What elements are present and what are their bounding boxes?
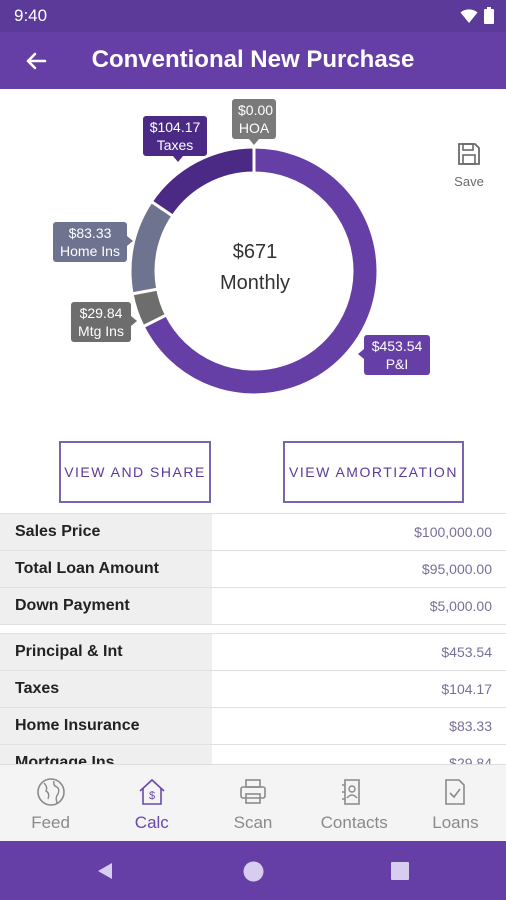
back-triangle-icon[interactable] — [96, 862, 114, 880]
printer-icon — [240, 779, 266, 804]
table-row: Total Loan Amount $95,000.00 — [0, 551, 506, 588]
callout-label: Taxes — [156, 137, 194, 153]
row-label: Down Payment — [0, 588, 212, 624]
app-bar: Conventional New Purchase — [0, 32, 506, 89]
globe-icon — [36, 778, 65, 806]
row-value: $83.33 — [449, 718, 492, 734]
row-value: $95,000.00 — [421, 561, 492, 577]
recents-square-icon[interactable] — [391, 862, 409, 880]
nav-item-calc[interactable]: $ Calc — [101, 765, 202, 841]
nav-item-scan[interactable]: Scan — [202, 765, 303, 841]
row-value: $5,000.00 — [429, 598, 492, 614]
svg-text:$: $ — [149, 790, 155, 802]
callout-pi: $453.54 P&I — [358, 335, 430, 375]
table-row: Taxes $104.17 — [0, 671, 506, 708]
row-label: Taxes — [0, 671, 212, 707]
nav-label: Contacts — [320, 813, 388, 832]
home-circle-icon[interactable] — [243, 861, 264, 882]
bottom-nav: Feed $ Calc Scan Contacts Loans — [0, 764, 506, 841]
action-buttons: VIEW AND SHARE VIEW AMORTIZATION — [0, 441, 506, 503]
save-button[interactable]: Save — [448, 141, 490, 189]
callout-amount: $83.33 — [68, 225, 112, 241]
arrow-left-icon — [26, 52, 47, 70]
nav-item-contacts[interactable]: Contacts — [304, 765, 405, 841]
callout-label: P&I — [385, 356, 409, 372]
donut-slice-home-ins — [128, 199, 175, 296]
wifi-icon — [460, 8, 478, 23]
callout-home-ins: $83.33 Home Ins — [53, 222, 133, 262]
table-row: Principal & Int $453.54 — [0, 634, 506, 671]
row-label: Principal & Int — [0, 634, 212, 670]
table-row: Home Insurance $83.33 — [0, 708, 506, 745]
loan-summary-table: Sales Price $100,000.00 Total Loan Amoun… — [0, 513, 506, 625]
callout-amount: $0.00 — [238, 102, 274, 118]
page-title: Conventional New Purchase — [91, 46, 415, 73]
row-label: Home Insurance — [0, 708, 212, 744]
back-button[interactable] — [20, 45, 52, 77]
nav-label: Feed — [31, 813, 70, 832]
house-dollar-icon: $ — [139, 778, 165, 805]
nav-label: Scan — [233, 813, 273, 832]
document-check-icon — [445, 779, 466, 805]
row-value: $100,000.00 — [414, 524, 492, 540]
system-nav-bar — [0, 841, 506, 900]
donut-slice-p-i — [141, 145, 380, 397]
callout-taxes: $104.17 Taxes — [143, 116, 207, 162]
callout-hoa: $0.00 HOA — [232, 99, 276, 145]
donut-slice-taxes — [149, 145, 256, 219]
battery-icon — [484, 7, 494, 24]
callout-label: HOA — [238, 120, 270, 136]
row-label: Sales Price — [0, 514, 212, 550]
nav-item-loans[interactable]: Loans — [405, 765, 506, 841]
callout-amount: $104.17 — [149, 119, 201, 135]
monthly-label: Monthly — [219, 272, 291, 294]
row-value: $104.17 — [441, 681, 492, 697]
view-and-share-button[interactable]: VIEW AND SHARE — [59, 441, 211, 503]
callout-amount: $453.54 — [371, 338, 423, 354]
callout-label: Home Ins — [60, 243, 120, 259]
status-bar: 9:40 — [0, 0, 506, 32]
callout-amount: $29.84 — [79, 305, 123, 321]
status-icons — [460, 7, 494, 24]
view-amortization-button[interactable]: VIEW AMORTIZATION — [283, 441, 464, 503]
monthly-amount: $671 — [232, 241, 278, 263]
contacts-icon — [342, 779, 361, 805]
nav-label: Calc — [134, 813, 169, 832]
callout-label: Mtg Ins — [78, 323, 124, 339]
donut-chart — [128, 145, 380, 397]
table-row: Down Payment $5,000.00 — [0, 588, 506, 625]
row-value: $453.54 — [441, 644, 492, 660]
nav-item-feed[interactable]: Feed — [0, 765, 101, 841]
save-label: Save — [454, 174, 484, 189]
nav-label: Loans — [432, 813, 479, 832]
callout-mtg-ins: $29.84 Mtg Ins — [71, 302, 137, 342]
payment-breakdown-table: Principal & Int $453.54 Taxes $104.17 Ho… — [0, 633, 506, 782]
save-icon — [458, 143, 480, 165]
table-row: Sales Price $100,000.00 — [0, 514, 506, 551]
payment-chart: $671 Monthly $0.00 HOA $104.17 Taxes $83… — [0, 89, 506, 439]
row-label: Total Loan Amount — [0, 551, 212, 587]
status-time: 9:40 — [14, 6, 48, 25]
